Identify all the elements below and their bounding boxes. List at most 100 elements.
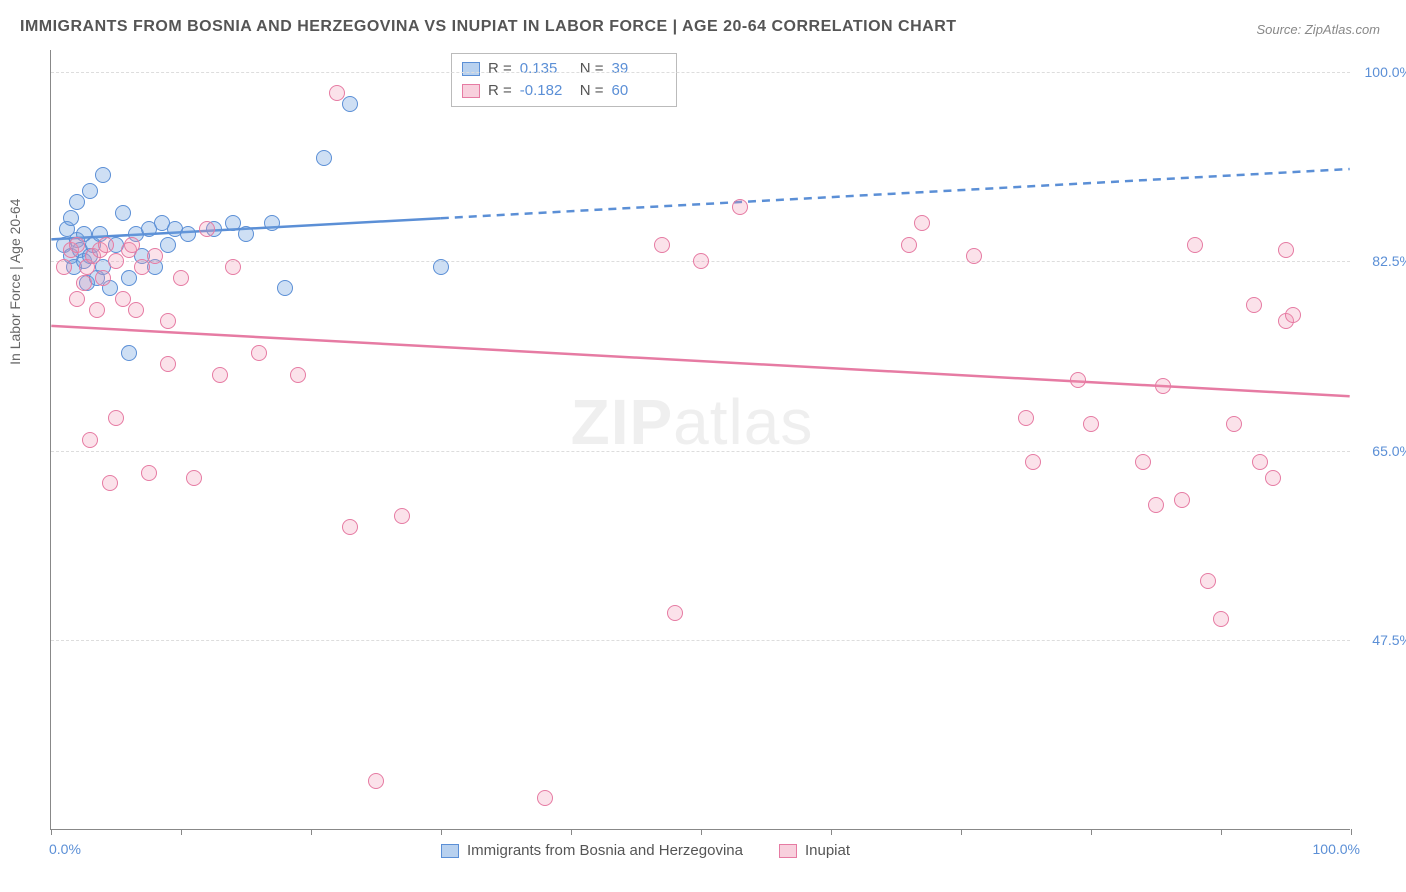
x-tick [441,829,442,835]
legend-label-blue: Immigrants from Bosnia and Herzegovina [467,842,743,859]
data-point [1213,611,1229,627]
data-point [134,259,150,275]
data-point [160,313,176,329]
swatch-blue-icon [462,62,480,76]
data-point [1246,297,1262,313]
data-point [102,475,118,491]
data-point [1187,237,1203,253]
data-point [394,508,410,524]
grid-line [51,640,1350,641]
trend-lines [51,50,1350,829]
data-point [63,210,79,226]
data-point [180,226,196,242]
data-point [69,237,85,253]
data-point [316,150,332,166]
y-tick-label: 82.5% [1357,253,1406,269]
x-min-label: 0.0% [49,841,81,857]
data-point [342,519,358,535]
data-point [329,85,345,101]
grid-line [51,72,1350,73]
data-point [433,259,449,275]
legend-bottom: Immigrants from Bosnia and Herzegovina I… [441,842,850,859]
legend-stats: R = 0.135 N = 39 R = -0.182 N = 60 [451,53,677,107]
legend-item-pink: Inupiat [779,842,850,859]
data-point [199,221,215,237]
chart-container: IMMIGRANTS FROM BOSNIA AND HERZEGOVINA V… [0,0,1406,892]
data-point [1278,242,1294,258]
data-point [56,259,72,275]
x-tick [831,829,832,835]
data-point [654,237,670,253]
data-point [128,302,144,318]
data-point [69,291,85,307]
x-tick [701,829,702,835]
data-point [225,259,241,275]
data-point [238,226,254,242]
swatch-pink-icon [779,844,797,858]
data-point [277,280,293,296]
data-point [69,194,85,210]
source-label: Source: ZipAtlas.com [1256,22,1380,37]
data-point [368,773,384,789]
data-point [98,237,114,253]
data-point [82,432,98,448]
r-value-pink: -0.182 [520,80,572,102]
data-point [914,215,930,231]
y-axis-label: In Labor Force | Age 20-64 [7,199,23,365]
legend-stats-row-blue: R = 0.135 N = 39 [462,58,664,80]
data-point [1252,454,1268,470]
data-point [732,199,748,215]
data-point [108,410,124,426]
legend-stats-row-pink: R = -0.182 N = 60 [462,80,664,102]
data-point [251,345,267,361]
data-point [1083,416,1099,432]
n-label: N = [580,58,604,80]
swatch-pink-icon [462,84,480,98]
data-point [147,248,163,264]
data-point [95,270,111,286]
x-tick [311,829,312,835]
data-point [160,356,176,372]
x-tick [1091,829,1092,835]
data-point [115,205,131,221]
x-tick [51,829,52,835]
data-point [82,183,98,199]
x-max-label: 100.0% [1313,841,1360,857]
data-point [1148,497,1164,513]
data-point [121,270,137,286]
data-point [1025,454,1041,470]
data-point [173,270,189,286]
data-point [1285,307,1301,323]
n-label: N = [580,80,604,102]
n-value-pink: 60 [612,80,664,102]
data-point [966,248,982,264]
grid-line [51,451,1350,452]
x-tick [1351,829,1352,835]
legend-item-blue: Immigrants from Bosnia and Herzegovina [441,842,743,859]
data-point [121,345,137,361]
x-tick [181,829,182,835]
plot-area: ZIPatlas R = 0.135 N = 39 R = -0.182 N =… [50,50,1350,830]
data-point [212,367,228,383]
data-point [95,167,111,183]
x-tick [571,829,572,835]
data-point [1174,492,1190,508]
data-point [342,96,358,112]
n-value-blue: 39 [612,58,664,80]
data-point [1018,410,1034,426]
y-tick-label: 100.0% [1357,64,1406,80]
chart-title: IMMIGRANTS FROM BOSNIA AND HERZEGOVINA V… [20,18,957,36]
data-point [89,302,105,318]
data-point [290,367,306,383]
data-point [186,470,202,486]
data-point [667,605,683,621]
r-label: R = [488,80,512,102]
data-point [1155,378,1171,394]
watermark: ZIPatlas [571,385,814,459]
data-point [1135,454,1151,470]
data-point [1265,470,1281,486]
data-point [141,465,157,481]
y-tick-label: 65.0% [1357,443,1406,459]
data-point [537,790,553,806]
x-tick [961,829,962,835]
